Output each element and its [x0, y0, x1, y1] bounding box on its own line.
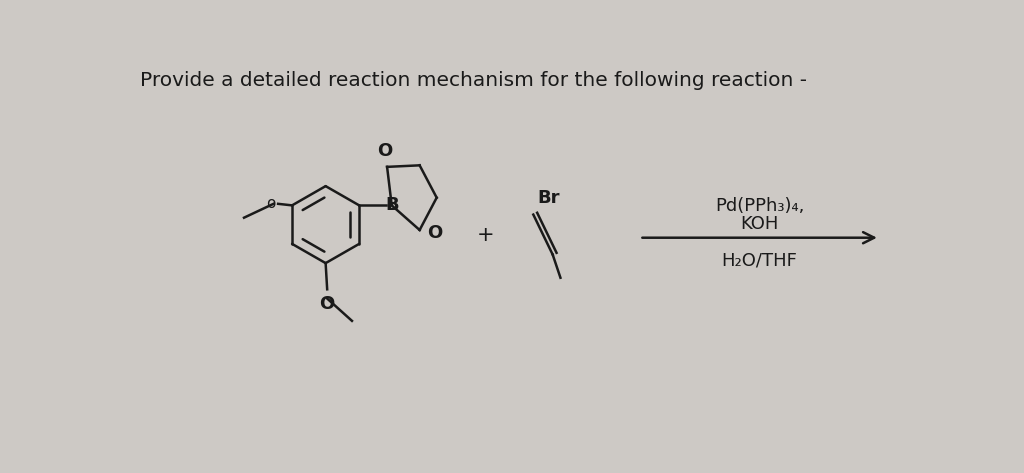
Text: O: O — [319, 296, 335, 314]
Text: Pd(PPh₃)₄,: Pd(PPh₃)₄, — [715, 197, 804, 215]
Text: O: O — [377, 142, 392, 160]
Text: H₂O/THF: H₂O/THF — [722, 252, 798, 270]
Text: o: o — [265, 196, 275, 211]
Text: O: O — [427, 224, 442, 242]
Text: KOH: KOH — [740, 215, 779, 233]
Text: B: B — [385, 196, 398, 214]
Text: Br: Br — [538, 189, 560, 207]
Text: +: + — [477, 225, 495, 245]
Text: Provide a detailed reaction mechanism for the following reaction -: Provide a detailed reaction mechanism fo… — [139, 70, 807, 89]
